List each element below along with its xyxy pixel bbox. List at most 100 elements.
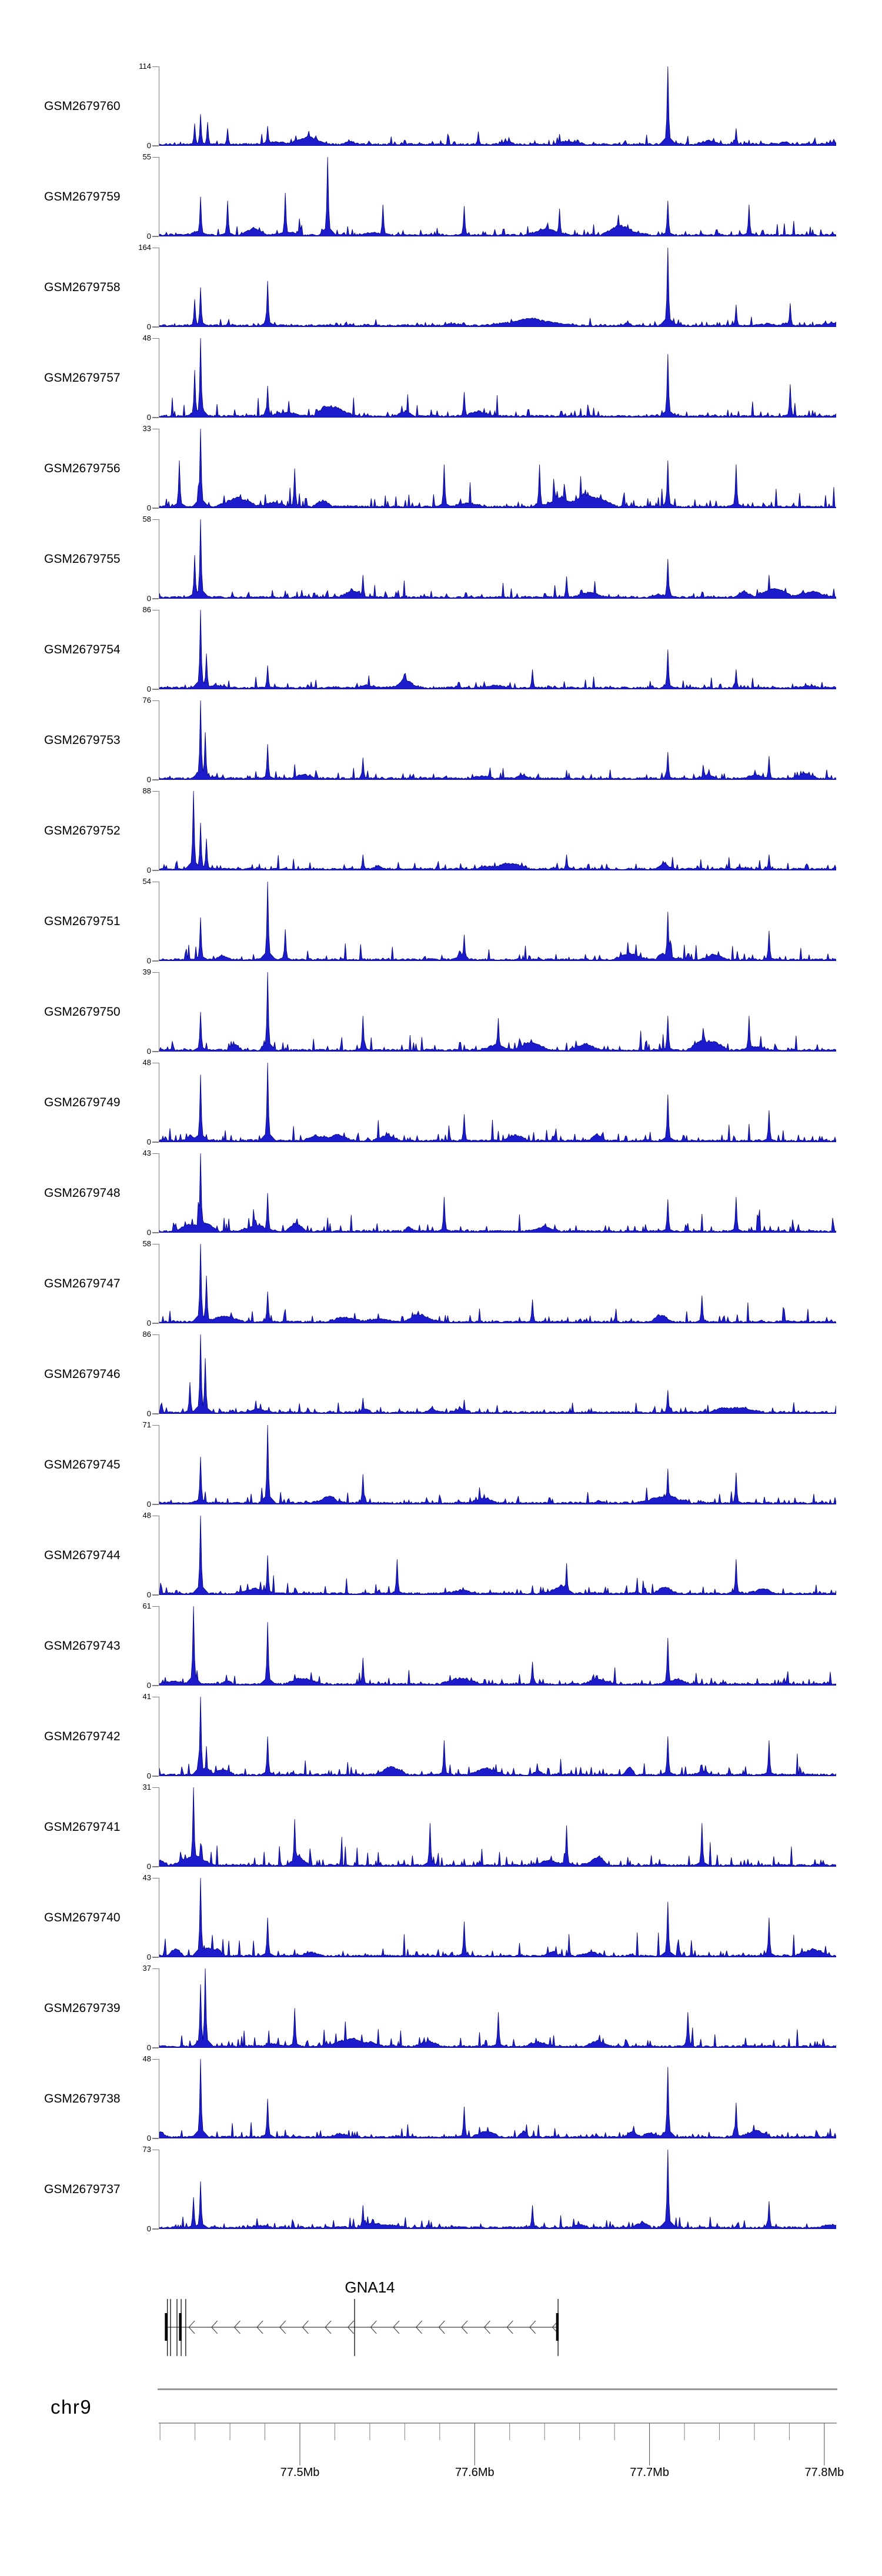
sample-label: GSM2679742: [44, 1729, 121, 1743]
coverage-track: GSM2679752 88 0: [0, 786, 882, 875]
y-axis-bottom-tick: [152, 1957, 159, 1958]
y-axis-line: [158, 157, 159, 236]
coverage-signal-path: [159, 1063, 836, 1142]
y-axis-max-label: 88: [142, 786, 151, 795]
coverage-track: GSM2679749 48 0: [0, 1058, 882, 1146]
coverage-signal-path: [159, 791, 836, 870]
coverage-signal: [159, 1787, 836, 1867]
coverage-signal-path: [159, 1516, 836, 1595]
strand-arrow-left-icon: [483, 2320, 491, 2334]
sample-label: GSM2679749: [44, 1095, 121, 1109]
y-axis-max-label: 48: [142, 333, 151, 342]
coverage-signal: [159, 1334, 836, 1414]
y-axis-top-tick: [152, 700, 159, 701]
coverage-signal-path: [159, 1697, 836, 1776]
exon-line: [354, 2299, 355, 2356]
y-axis-line: [158, 882, 159, 961]
y-axis-line: [158, 1153, 159, 1233]
y-axis-line: [158, 429, 159, 508]
exon-line: [185, 2299, 186, 2356]
y-axis-top-tick: [152, 519, 159, 520]
y-axis-max-label: 39: [142, 967, 151, 976]
y-axis-max-label: 86: [142, 605, 151, 614]
y-axis-max-label: 71: [142, 1420, 151, 1429]
y-axis-max-label: 76: [142, 696, 151, 705]
sample-label: GSM2679737: [44, 2182, 121, 2196]
sample-label: GSM2679744: [44, 1548, 121, 1562]
y-axis-top-tick: [152, 247, 159, 248]
y-axis-top-tick: [152, 1153, 159, 1154]
y-axis-bottom-tick: [152, 1051, 159, 1052]
y-axis-bottom-tick: [152, 598, 159, 599]
y-axis-max-label: 54: [142, 877, 151, 886]
axis-tick-label: 77.7Mb: [630, 2466, 669, 2479]
y-axis-line: [158, 1878, 159, 1957]
strand-arrow-left-icon: [302, 2320, 309, 2334]
y-axis-zero-label: 0: [146, 141, 151, 150]
sample-label: GSM2679743: [44, 1639, 121, 1653]
coverage-signal-path: [159, 1425, 836, 1504]
sample-label: GSM2679753: [44, 733, 121, 747]
y-axis-max-label: 37: [142, 1964, 151, 1973]
cds-box: [556, 2313, 559, 2341]
y-axis-max-label: 114: [139, 62, 151, 71]
coverage-signal-path: [159, 519, 836, 599]
coverage-signal: [159, 157, 836, 236]
y-axis-max-label: 73: [142, 2145, 151, 2154]
y-axis-bottom-tick: [152, 1866, 159, 1867]
coverage-signal: [159, 1968, 836, 2048]
sample-label: GSM2679741: [44, 1820, 121, 1834]
y-axis-max-label: 41: [142, 1692, 151, 1701]
coverage-signal-path: [159, 338, 836, 418]
y-axis-max-label: 31: [142, 1783, 151, 1791]
strand-arrow-left-icon: [188, 2320, 195, 2334]
y-axis-zero-label: 0: [146, 1500, 151, 1509]
gene-model: [165, 2299, 559, 2356]
coverage-signal: [159, 1063, 836, 1142]
coverage-track: GSM2679750 39 0: [0, 967, 882, 1056]
y-axis-zero-label: 0: [146, 2043, 151, 2052]
y-axis-line: [158, 1787, 159, 1867]
strand-arrow-left-icon: [461, 2320, 468, 2334]
y-axis-bottom-tick: [152, 779, 159, 780]
y-axis-line: [158, 610, 159, 689]
coverage-signal: [159, 1516, 836, 1595]
y-axis-line: [158, 1606, 159, 1686]
y-axis-max-label: 86: [142, 1330, 151, 1339]
y-axis-top-tick: [152, 1696, 159, 1697]
coverage-signal: [159, 791, 836, 870]
sample-label: GSM2679747: [44, 1276, 121, 1290]
y-axis-zero-label: 0: [146, 1319, 151, 1327]
y-axis-bottom-tick: [152, 870, 159, 871]
y-axis-zero-label: 0: [146, 775, 151, 784]
y-axis-bottom-tick: [152, 1142, 159, 1143]
coverage-track: GSM2679748 43 0: [0, 1149, 882, 1237]
axis-tick-label: 77.6Mb: [455, 2466, 495, 2479]
coverage-track: GSM2679755 58 0: [0, 515, 882, 603]
coverage-signal-path: [159, 1968, 836, 2048]
coverage-signal: [159, 2059, 836, 2138]
sample-label: GSM2679739: [44, 2001, 121, 2015]
coverage-signal-path: [159, 157, 836, 236]
coverage-signal: [159, 1153, 836, 1233]
y-axis-line: [158, 1244, 159, 1323]
y-axis-bottom-tick: [152, 326, 159, 328]
coverage-signal-path: [159, 1606, 836, 1686]
coverage-signal-path: [159, 66, 836, 146]
y-axis-line: [158, 1425, 159, 1504]
y-axis-zero-label: 0: [146, 1681, 151, 1690]
coverage-signal-path: [159, 1878, 836, 1957]
coverage-signal: [159, 1244, 836, 1323]
sample-label: GSM2679757: [44, 371, 121, 385]
y-axis-bottom-tick: [152, 2047, 159, 2048]
y-axis-top-tick: [152, 1515, 159, 1516]
coverage-track: GSM2679747 58 0: [0, 1239, 882, 1327]
sample-label: GSM2679738: [44, 2091, 121, 2105]
coverage-signal: [159, 248, 836, 327]
sample-label: GSM2679752: [44, 823, 121, 837]
coverage-track: GSM2679746 86 0: [0, 1330, 882, 1418]
y-axis-bottom-tick: [152, 689, 159, 690]
coverage-signal-path: [159, 1244, 836, 1323]
y-axis-top-tick: [152, 2058, 159, 2060]
